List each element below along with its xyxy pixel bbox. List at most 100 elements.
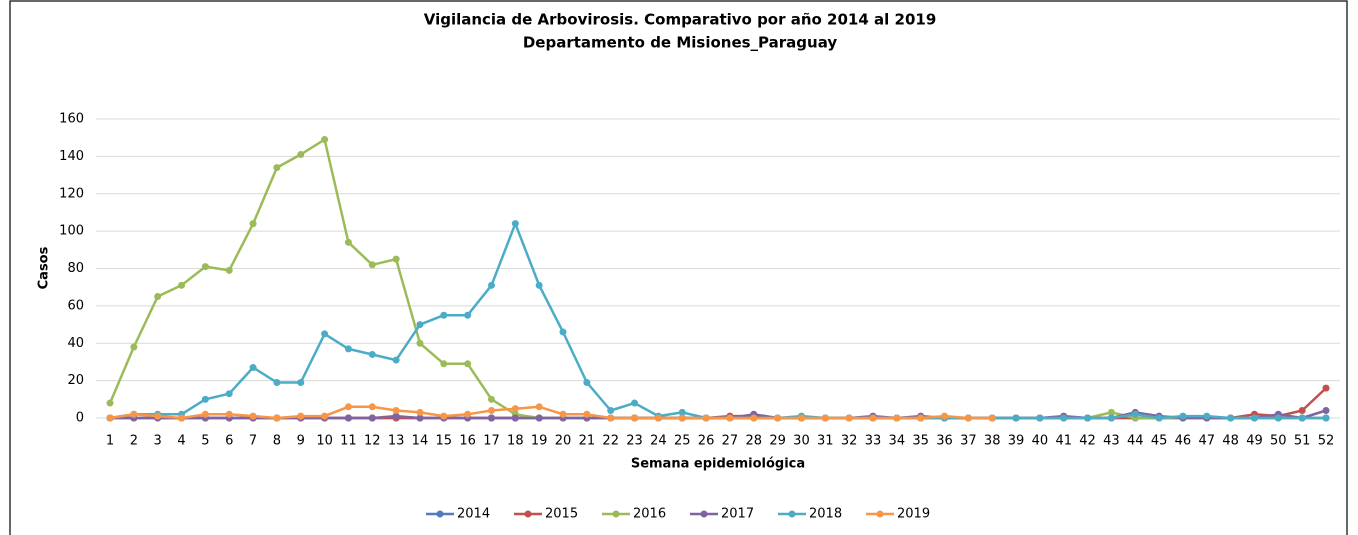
data-point [368, 350, 376, 358]
data-point [702, 414, 710, 422]
data-point [344, 403, 352, 411]
data-point [631, 414, 639, 422]
data-point [583, 378, 591, 386]
x-tick-label: 37 [960, 434, 977, 449]
data-point [201, 410, 209, 418]
data-point [106, 399, 114, 407]
data-point [273, 164, 281, 172]
legend-label: 2018 [809, 507, 842, 522]
data-point [201, 263, 209, 271]
x-tick-label: 18 [507, 434, 524, 449]
data-point [321, 330, 329, 338]
x-tick-label: 24 [650, 434, 667, 449]
x-tick-label: 7 [249, 434, 257, 449]
data-point [1131, 410, 1139, 418]
legend-marker [436, 510, 444, 518]
data-point [1227, 414, 1235, 422]
x-tick-label: 11 [340, 434, 357, 449]
x-tick-label: 38 [984, 434, 1001, 449]
data-point [487, 414, 495, 422]
x-tick-label: 20 [555, 434, 572, 449]
data-point [631, 399, 639, 407]
data-point [1298, 414, 1306, 422]
legend-label: 2014 [457, 507, 490, 522]
data-point [678, 408, 686, 416]
x-tick-label: 49 [1246, 434, 1263, 449]
x-tick-label: 50 [1270, 434, 1287, 449]
legend-marker [524, 510, 532, 518]
x-tick-label: 1 [106, 434, 114, 449]
data-point [154, 293, 162, 301]
x-tick-label: 28 [745, 434, 762, 449]
x-tick-label: 9 [297, 434, 305, 449]
chart-subtitle: Departamento de Misiones_Paraguay [523, 34, 838, 52]
x-tick-label: 8 [273, 434, 281, 449]
data-point [1203, 412, 1211, 420]
legend-label: 2017 [721, 507, 754, 522]
data-point [1107, 408, 1115, 416]
data-point [178, 281, 186, 289]
x-tick-label: 47 [1199, 434, 1216, 449]
x-tick-label: 32 [841, 434, 858, 449]
x-tick-label: 31 [817, 434, 834, 449]
data-point [130, 410, 138, 418]
data-point [535, 403, 543, 411]
data-point [774, 414, 782, 422]
x-tick-label: 40 [1032, 434, 1049, 449]
data-point [297, 378, 305, 386]
y-tick-label: 40 [67, 336, 84, 351]
x-tick-label: 34 [889, 434, 906, 449]
data-point [1036, 414, 1044, 422]
x-tick-label: 4 [177, 434, 185, 449]
series-line [109, 405, 993, 420]
data-point [559, 410, 567, 418]
data-point [273, 378, 281, 386]
data-point [321, 412, 329, 420]
data-point [225, 410, 233, 418]
data-point [416, 339, 424, 347]
x-tick-label: 48 [1222, 434, 1239, 449]
data-point [273, 414, 281, 422]
x-tick-label: 5 [201, 434, 209, 449]
data-point [678, 414, 686, 422]
data-point [344, 238, 352, 246]
y-tick-label: 20 [67, 373, 84, 388]
data-point [869, 414, 877, 422]
data-point [607, 407, 615, 415]
data-point [225, 266, 233, 274]
y-tick-label: 140 [59, 149, 84, 164]
y-tick-label: 80 [67, 261, 84, 276]
data-point [535, 281, 543, 289]
data-point [1060, 414, 1068, 422]
data-point [511, 220, 519, 228]
data-point [750, 414, 758, 422]
x-tick-label: 52 [1318, 434, 1335, 449]
y-tick-label: 100 [59, 224, 84, 239]
data-point [1322, 407, 1330, 415]
y-tick-label: 60 [67, 298, 84, 313]
data-point [392, 356, 400, 364]
data-point [130, 343, 138, 351]
data-point [726, 414, 734, 422]
data-point [416, 321, 424, 329]
x-axis-title: Semana epidemiológica [631, 457, 805, 472]
data-point [511, 405, 519, 413]
data-point [464, 360, 472, 368]
x-tick-label: 19 [531, 434, 548, 449]
data-point [654, 414, 662, 422]
data-point [1155, 414, 1163, 422]
data-point [416, 414, 424, 422]
x-tick-label: 15 [436, 434, 453, 449]
x-tick-label: 39 [1008, 434, 1025, 449]
x-tick-label: 17 [483, 434, 500, 449]
data-point [297, 151, 305, 159]
data-point [392, 407, 400, 415]
legend-label: 2019 [897, 507, 930, 522]
data-point [464, 410, 472, 418]
legend-marker [612, 510, 620, 518]
x-tick-label: 23 [626, 434, 643, 449]
x-tick-label: 35 [912, 434, 929, 449]
data-point [297, 412, 305, 420]
x-tick-label: 36 [936, 434, 953, 449]
data-point [249, 412, 257, 420]
